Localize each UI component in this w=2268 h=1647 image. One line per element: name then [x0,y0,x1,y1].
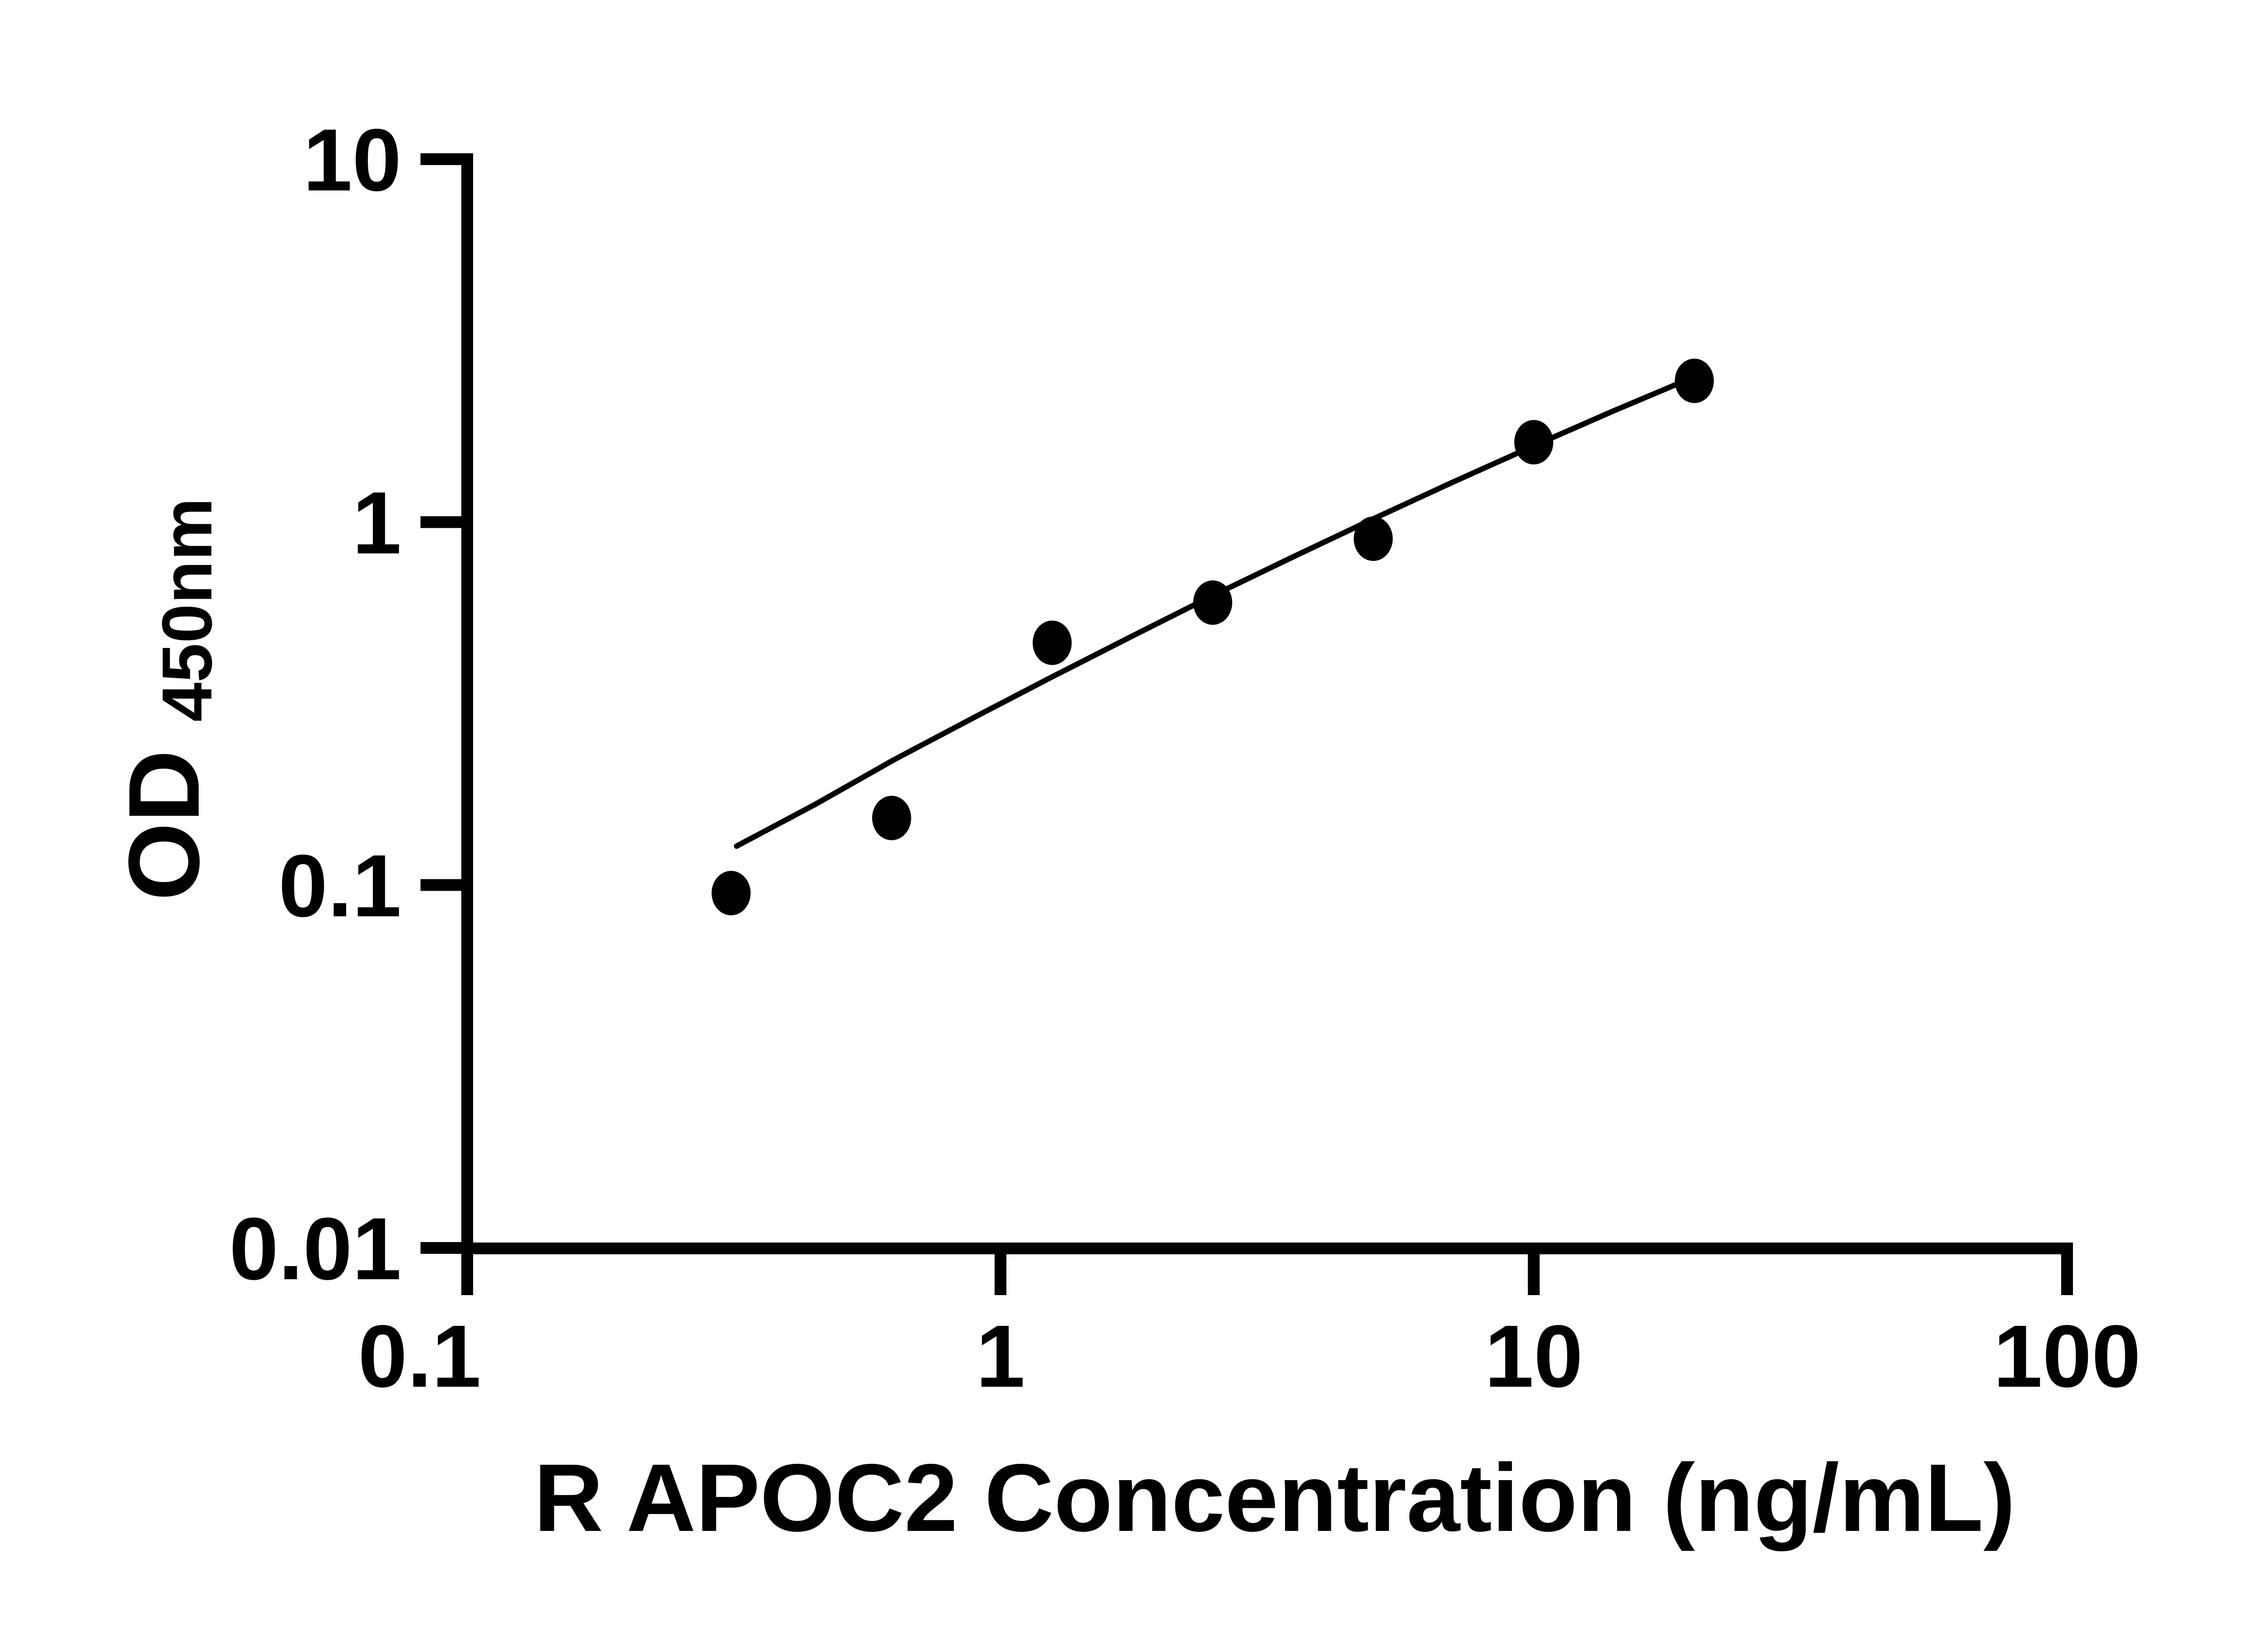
x-tick-label: 10 [1485,1307,1583,1406]
x-tick-label: 1 [976,1307,1025,1406]
y-axis: 10 1 0.1 0.01 [229,111,473,1298]
data-point [1514,420,1554,465]
y-axis-title-main: OD [108,750,220,901]
data-point [1354,516,1393,561]
data-point [1675,358,1714,403]
data-point-series [711,358,1714,916]
x-tick-label: 100 [1993,1307,2141,1406]
y-axis-title: OD 450nm [108,498,227,901]
y-tick-label: 0.01 [229,1199,401,1298]
elisa-standard-curve-figure: 10 1 0.1 0.01 0.1 1 10 100 R APOC2 Concentrati… [18,7,2268,1640]
y-tick-label: 1 [352,473,401,572]
y-tick-label: 10 [303,111,401,210]
data-point [1193,580,1232,625]
data-point [711,871,751,916]
data-point [1032,620,1072,665]
x-axis: 0.1 1 10 100 [358,1243,2141,1406]
y-axis-title-subscript: 450nm [148,498,227,722]
data-point [872,795,911,840]
y-tick-label: 0.1 [279,837,401,936]
x-tick-label: 0.1 [358,1307,481,1406]
x-axis-title: R APOC2 Concentration (ng/mL) [534,1444,2015,1551]
